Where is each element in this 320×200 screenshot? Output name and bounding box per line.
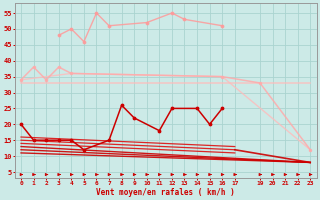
X-axis label: Vent moyen/en rafales ( km/h ): Vent moyen/en rafales ( km/h ) [96,188,235,197]
